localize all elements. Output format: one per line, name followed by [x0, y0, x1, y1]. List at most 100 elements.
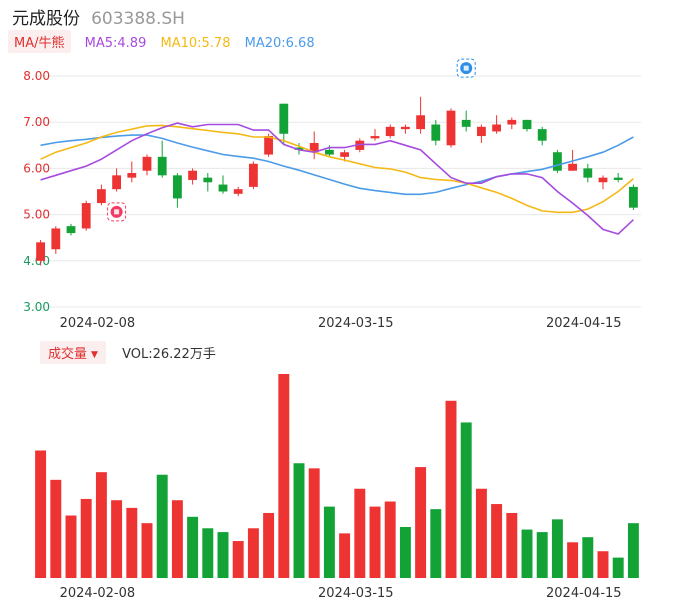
candle	[309, 131, 319, 160]
bull-badge-icon[interactable]	[107, 202, 127, 222]
volume-bar	[521, 529, 533, 578]
volume-bar	[597, 551, 609, 578]
volume-bar	[171, 500, 183, 578]
candle	[552, 149, 562, 174]
volume-bar	[308, 468, 320, 578]
candle	[188, 168, 198, 185]
candle	[157, 140, 167, 178]
candle-body	[96, 189, 106, 204]
candle	[127, 161, 137, 183]
price-y-axis: 8.007.006.005.004.003.00	[23, 69, 50, 314]
ma10-line	[40, 124, 634, 214]
candle-body	[172, 175, 182, 199]
candle-body	[294, 147, 304, 150]
candle-body	[492, 124, 502, 132]
volume-legend: 成交量 ▼ VOL:26.22万手	[40, 341, 216, 364]
volume-bar	[475, 488, 487, 578]
stock-header: 元成股份 603388.SH	[12, 4, 185, 29]
candle-body	[355, 140, 365, 150]
candle	[522, 119, 532, 132]
candle	[112, 168, 122, 192]
volume-bar	[293, 463, 305, 578]
candle-body	[568, 163, 578, 171]
candle-body	[233, 189, 243, 194]
ma-legend: MA/牛熊 MA5:4.89 MA10:5.78 MA20:6.68	[8, 30, 315, 54]
y-tick-label: 8.00	[23, 69, 50, 83]
x-tick-label: 2024-02-08	[60, 316, 136, 331]
volume-bar	[445, 400, 457, 578]
candle	[400, 124, 410, 134]
candle	[446, 108, 456, 148]
candle-body	[552, 152, 562, 171]
candle	[370, 129, 380, 141]
candle	[431, 119, 441, 146]
volume-bar	[65, 515, 77, 578]
candle-body	[400, 126, 410, 130]
candle-body	[370, 136, 380, 139]
candle-body	[446, 110, 456, 146]
volume-bar	[339, 533, 351, 578]
volume-bar	[80, 498, 92, 578]
candle	[172, 173, 182, 208]
volume-value: VOL:26.22万手	[122, 347, 216, 362]
volume-bar	[536, 532, 548, 578]
candle	[628, 184, 638, 210]
candle	[51, 226, 61, 254]
volume-bar	[141, 523, 153, 578]
x-tick-label: 2024-03-15	[318, 316, 394, 331]
x-tick-label: 2024-04-15	[546, 586, 622, 601]
volume-bar	[323, 506, 335, 578]
ma-indicator-tab[interactable]: MA/牛熊	[8, 30, 71, 53]
candle	[279, 103, 289, 146]
volume-bar	[399, 527, 411, 578]
candle	[248, 161, 258, 190]
candle-body	[36, 242, 46, 261]
volume-bar	[551, 519, 563, 578]
candle-body	[324, 149, 334, 155]
x-tick-label: 2024-04-15	[546, 316, 622, 331]
volume-bar	[202, 528, 214, 578]
candle	[385, 124, 395, 139]
volume-bar	[430, 509, 442, 578]
volume-tag-label: 成交量	[48, 347, 88, 362]
volume-bar	[369, 506, 381, 578]
candle-body	[66, 226, 76, 234]
volume-bar	[415, 467, 427, 578]
volume-bar	[156, 474, 168, 578]
candle-body	[431, 124, 441, 141]
candle	[203, 173, 213, 192]
candle	[613, 173, 623, 183]
candle	[294, 142, 304, 155]
candle-body	[628, 186, 638, 208]
candlestick-series	[36, 96, 638, 266]
candle-body	[583, 168, 593, 178]
candle-body	[81, 203, 91, 229]
volume-bar	[627, 523, 639, 578]
candle-body	[507, 119, 517, 125]
volume-bar	[354, 488, 366, 578]
candle	[81, 200, 91, 231]
candle-body	[51, 228, 61, 250]
event-markers	[107, 58, 476, 222]
candle-body	[385, 126, 395, 137]
volume-bar	[232, 541, 244, 578]
ma20-value: MA20:6.68	[244, 36, 315, 51]
candle	[507, 117, 517, 130]
y-tick-label: 7.00	[23, 115, 50, 129]
candle	[36, 240, 46, 266]
marker-glyph	[463, 65, 469, 71]
candle-body	[598, 177, 608, 183]
volume-bar	[126, 507, 138, 578]
candle-body	[203, 177, 213, 183]
volume-bar	[187, 516, 199, 578]
volume-indicator-dropdown[interactable]: 成交量 ▼	[40, 341, 106, 364]
volume-bar	[278, 374, 290, 578]
y-tick-label: 5.00	[23, 208, 50, 222]
news-badge-icon[interactable]	[456, 58, 476, 78]
volume-bar	[50, 479, 62, 578]
candle-body	[279, 103, 289, 134]
x-tick-label: 2024-02-08	[60, 586, 136, 601]
volume-bar	[506, 512, 518, 578]
candle-body	[613, 177, 623, 180]
